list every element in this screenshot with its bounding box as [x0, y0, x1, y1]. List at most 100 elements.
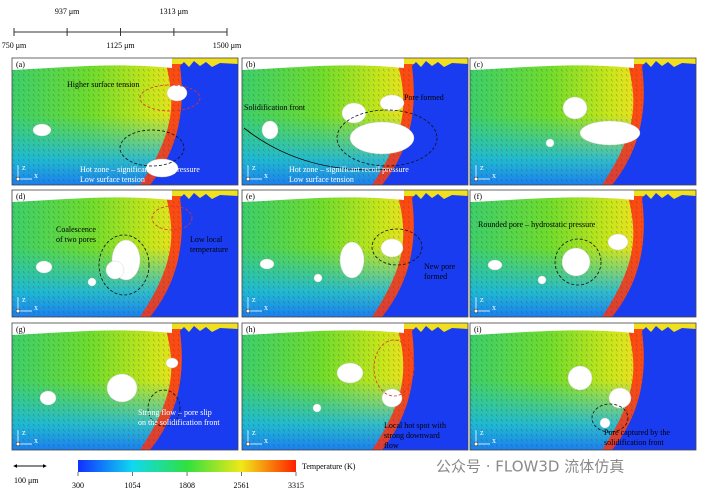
panel-label: (i)	[474, 325, 482, 334]
surface	[12, 58, 172, 70]
triad-origin	[15, 441, 21, 447]
triad-label: x	[264, 303, 268, 312]
pore	[339, 241, 365, 279]
annotation: Higher surface tension	[67, 80, 139, 89]
triad-label: x	[264, 171, 268, 180]
panel-border	[469, 57, 697, 186]
colorbar-tick-label: 1054	[125, 481, 141, 490]
pore	[32, 123, 52, 137]
pore	[341, 102, 367, 124]
surface	[470, 323, 634, 335]
annotation: Pore captured by the	[604, 428, 670, 437]
solid-region	[382, 61, 468, 185]
panel-border	[11, 57, 239, 186]
pore	[87, 277, 97, 287]
triad-origin	[473, 308, 479, 314]
panel-field	[12, 190, 238, 317]
triad-label: x	[492, 171, 496, 180]
pore	[145, 158, 179, 178]
panel-border	[241, 322, 469, 451]
highlight	[371, 228, 423, 266]
panel-field	[242, 190, 468, 317]
pore	[261, 120, 279, 140]
colorbar-tick-label: 1808	[179, 481, 195, 490]
panel-label: (e)	[246, 192, 255, 201]
solid-region	[150, 61, 238, 185]
pore	[313, 273, 323, 283]
solid-region	[382, 326, 468, 450]
panel-field	[12, 323, 238, 450]
colorbar-label: Temperature (K)	[302, 462, 356, 471]
surface	[242, 190, 404, 202]
surface	[470, 190, 634, 202]
triad-label: z	[252, 428, 256, 437]
pore	[608, 387, 632, 409]
highlight	[554, 238, 602, 286]
panel-field	[470, 323, 696, 450]
surface	[242, 58, 404, 70]
panel-border	[11, 189, 239, 318]
triad-label: z	[22, 428, 26, 437]
scale-tick-label: 1313 μm	[160, 7, 189, 16]
colorbar-tick-label: 2561	[233, 481, 249, 490]
pore	[567, 365, 593, 391]
triad-label: x	[34, 303, 38, 312]
pore	[380, 238, 404, 258]
panel-field	[470, 190, 696, 317]
watermark: 公众号 · FLOW3D 流体仿真	[436, 458, 624, 476]
triad-origin	[15, 308, 21, 314]
vectors	[242, 198, 412, 317]
panel-label: (g)	[16, 325, 26, 334]
pore	[312, 403, 322, 413]
annotation: flow	[384, 441, 399, 450]
annotation: of two pores	[56, 235, 96, 244]
pore	[259, 258, 275, 270]
triad-label: z	[22, 295, 26, 304]
panel: (f) Rounded pore – hydrostatic pressure zx	[469, 189, 697, 318]
highlight	[98, 234, 150, 296]
pore	[561, 247, 591, 277]
triad-label: z	[480, 163, 484, 172]
triad-label: x	[264, 436, 268, 445]
annotation: New pore	[424, 262, 456, 271]
pore	[336, 362, 364, 384]
solid-region	[612, 326, 696, 450]
front-line	[243, 127, 403, 171]
colorbar	[78, 460, 296, 472]
pore	[487, 259, 503, 271]
triad-label: x	[34, 171, 38, 180]
highlight	[119, 129, 185, 167]
pore	[35, 260, 53, 274]
panel-field	[242, 58, 468, 185]
panel-border	[469, 322, 697, 451]
panel-label: (h)	[246, 325, 256, 334]
pore	[562, 96, 588, 120]
panel-field	[470, 58, 696, 185]
pore	[106, 373, 138, 403]
annotation: Hot zone – significant recoil pressure	[80, 165, 200, 174]
panel-label: (d)	[16, 192, 26, 201]
annotation: Pore formed	[404, 93, 444, 102]
pore	[39, 390, 57, 406]
pore	[579, 120, 641, 146]
triad-origin	[245, 176, 251, 182]
panel-label: (a)	[16, 60, 25, 69]
vectors	[242, 331, 412, 450]
pore	[349, 121, 415, 155]
triad-label: z	[480, 295, 484, 304]
triad-label: x	[492, 436, 496, 445]
highlight	[147, 389, 181, 427]
pore	[607, 233, 629, 251]
vectors	[12, 331, 180, 450]
triad-label: z	[480, 428, 484, 437]
annotation: Rounded pore – hydrostatic pressure	[478, 220, 596, 229]
triad-label: z	[22, 163, 26, 172]
triad-label: z	[252, 295, 256, 304]
triad-label: x	[34, 436, 38, 445]
panel-label: (c)	[474, 60, 483, 69]
panel-border	[11, 322, 239, 451]
scale-tick-label: 937 μm	[55, 7, 80, 16]
solid-region	[612, 61, 696, 185]
